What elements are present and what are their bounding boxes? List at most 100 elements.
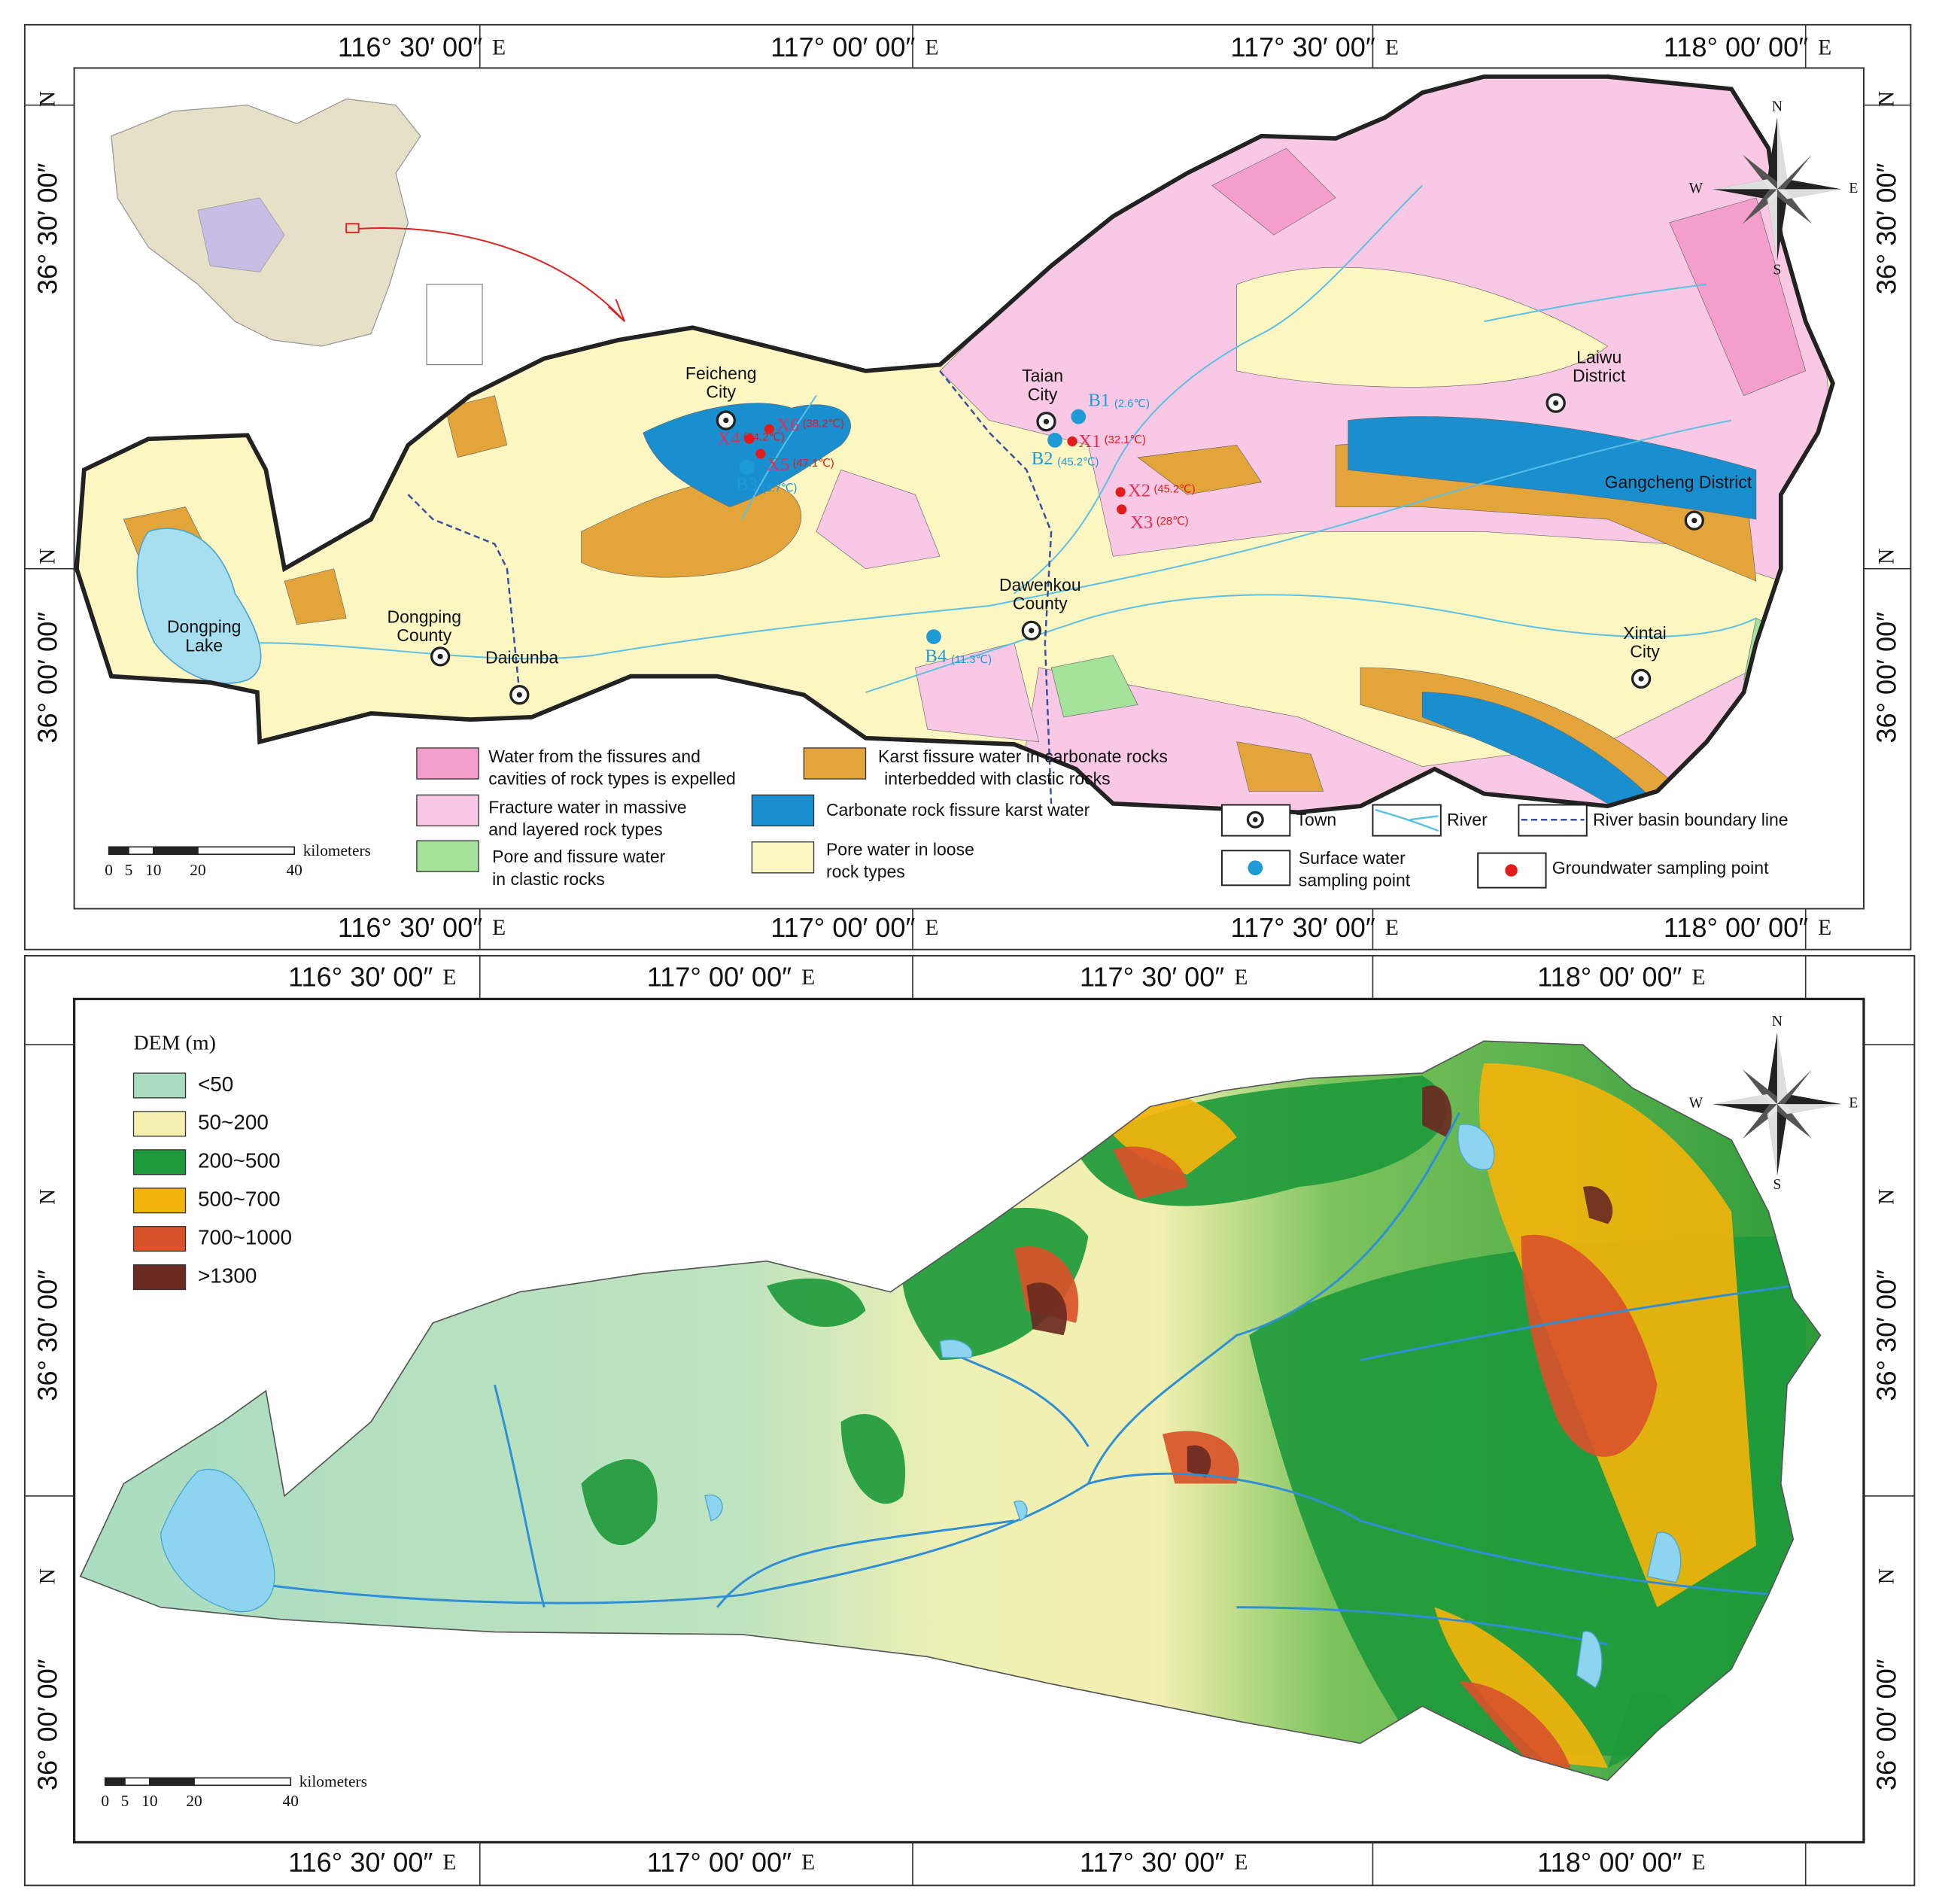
legend-label: interbedded with clastic rocks	[884, 769, 1110, 789]
legend-label: in clastic rocks	[492, 869, 605, 889]
lake	[1013, 1500, 1028, 1522]
groundwater-sample-point	[1117, 504, 1127, 515]
place-name: Dawenkou	[999, 575, 1081, 595]
legend-swatch	[132, 1072, 187, 1099]
longitude-label: 118° 00′ 00″	[1537, 962, 1682, 993]
longitude-suffix: E	[1691, 966, 1705, 990]
legend-swatch	[803, 747, 867, 780]
compass-highlight	[1713, 117, 1842, 261]
place-name: Lake	[185, 635, 223, 655]
longitude-suffix: E	[801, 1851, 815, 1875]
compass-label: W	[1689, 180, 1704, 196]
place-name: City	[1028, 385, 1058, 404]
legend-label: 500~700	[198, 1188, 281, 1211]
lake	[160, 1469, 275, 1613]
sample-temp: (45.2℃)	[1154, 483, 1196, 495]
relief-zone	[1521, 1234, 1658, 1457]
river	[1014, 184, 1423, 595]
latitude-label: 36° 30′ 00″	[32, 163, 62, 294]
compass-star	[1742, 1069, 1812, 1139]
relief-zone	[840, 1413, 906, 1504]
place-name: Daicunba	[485, 648, 558, 668]
longitude-suffix: E	[1691, 1851, 1705, 1875]
latitude-suffix: N	[1875, 1568, 1899, 1584]
sample-id: X4	[717, 429, 740, 449]
inset-region	[197, 197, 285, 272]
sample-id: X6	[777, 415, 799, 435]
longitude-label: 118° 00′ 00″	[1537, 1847, 1682, 1878]
legend-label: Fracture water in massive	[488, 798, 686, 817]
latitude-suffix: N	[1875, 1189, 1899, 1205]
legend-title: DEM (m)	[134, 1032, 216, 1055]
relief-zone	[581, 1459, 658, 1546]
legend-label: Water from the fissures and	[488, 747, 701, 766]
relief-zone	[1113, 1146, 1187, 1200]
longitude-label: 116° 30′ 00″	[288, 1847, 433, 1878]
scale-label: 20	[190, 861, 205, 879]
geology-unit	[1137, 445, 1263, 495]
scale-label: 20	[186, 1792, 202, 1810]
inset-frame	[426, 284, 483, 366]
longitude-suffix: E	[1234, 1851, 1248, 1875]
legend-label: cavities of rock types is expelled	[488, 769, 736, 789]
sub-basin-boundary	[939, 370, 1053, 804]
relief-zone	[1582, 1186, 1613, 1224]
legend-label: Pore and fissure water	[492, 847, 666, 866]
scale-label: 0	[101, 1792, 109, 1810]
lake	[1646, 1531, 1682, 1583]
surface-sample-point	[1047, 433, 1062, 448]
longitude-label: 116° 30′ 00″	[338, 912, 482, 943]
groundwater-sample-point	[744, 433, 755, 444]
lake	[1457, 1124, 1495, 1170]
sample-id: B2	[1032, 449, 1053, 469]
sample-temp: (47.1℃)	[793, 458, 834, 470]
sub-basin-boundary	[407, 494, 521, 693]
latitude-label: 36° 30′ 00″	[1871, 1270, 1901, 1401]
place-name: Taian	[1022, 366, 1063, 385]
lake	[1576, 1631, 1603, 1689]
longitude-label: 117° 00′ 00″	[770, 912, 915, 943]
legend-label: River	[1447, 810, 1488, 829]
scale-bar-segment	[128, 846, 154, 856]
place-name: City	[1630, 642, 1660, 662]
river	[247, 1472, 1781, 1604]
place-name: Xintai	[1623, 623, 1667, 643]
town-marker-dot	[1553, 400, 1559, 406]
latitude-label: 36° 00′ 00″	[1871, 612, 1901, 744]
legend-swatch	[132, 1149, 187, 1176]
place-name: County	[397, 625, 451, 645]
lake	[704, 1494, 723, 1522]
sample-id: B1	[1088, 391, 1110, 411]
scale-bar-segment	[149, 1777, 195, 1787]
lake	[939, 1339, 973, 1358]
longitude-label: 117° 30′ 00″	[1080, 1847, 1224, 1878]
place-name: City	[706, 382, 736, 402]
latitude-suffix: N	[36, 549, 60, 564]
longitude-suffix: E	[801, 966, 815, 990]
latitude-suffix: N	[1875, 549, 1899, 564]
longitude-suffix: E	[442, 966, 456, 990]
scale-bar-segment	[108, 846, 129, 856]
longitude-label: 117° 30′ 00″	[1080, 962, 1224, 993]
sample-temp: (38.2℃)	[803, 418, 844, 430]
longitude-suffix: E	[925, 916, 938, 940]
geology-unit	[284, 568, 347, 625]
scale-label: 40	[283, 1792, 299, 1810]
legend-label: 200~500	[198, 1149, 281, 1173]
latitude-suffix: N	[36, 1568, 60, 1584]
longitude-suffix: E	[1385, 916, 1399, 940]
longitude-label: 117° 00′ 00″	[647, 1847, 792, 1878]
surface-sample-point	[1248, 860, 1263, 876]
relief-zone	[1026, 1282, 1067, 1336]
legend-swatch	[132, 1188, 187, 1214]
compass-label: E	[1849, 1095, 1858, 1112]
groundwater-sample-point	[1115, 487, 1126, 497]
longitude-label: 117° 00′ 00″	[770, 32, 915, 62]
latitude-suffix: N	[1875, 91, 1899, 107]
scale-label: 10	[141, 1792, 157, 1810]
compass-label: W	[1689, 1095, 1704, 1112]
compass-label: S	[1773, 1176, 1781, 1193]
sample-temp: (2.6℃)	[1114, 398, 1150, 410]
geology-unit	[445, 395, 508, 458]
